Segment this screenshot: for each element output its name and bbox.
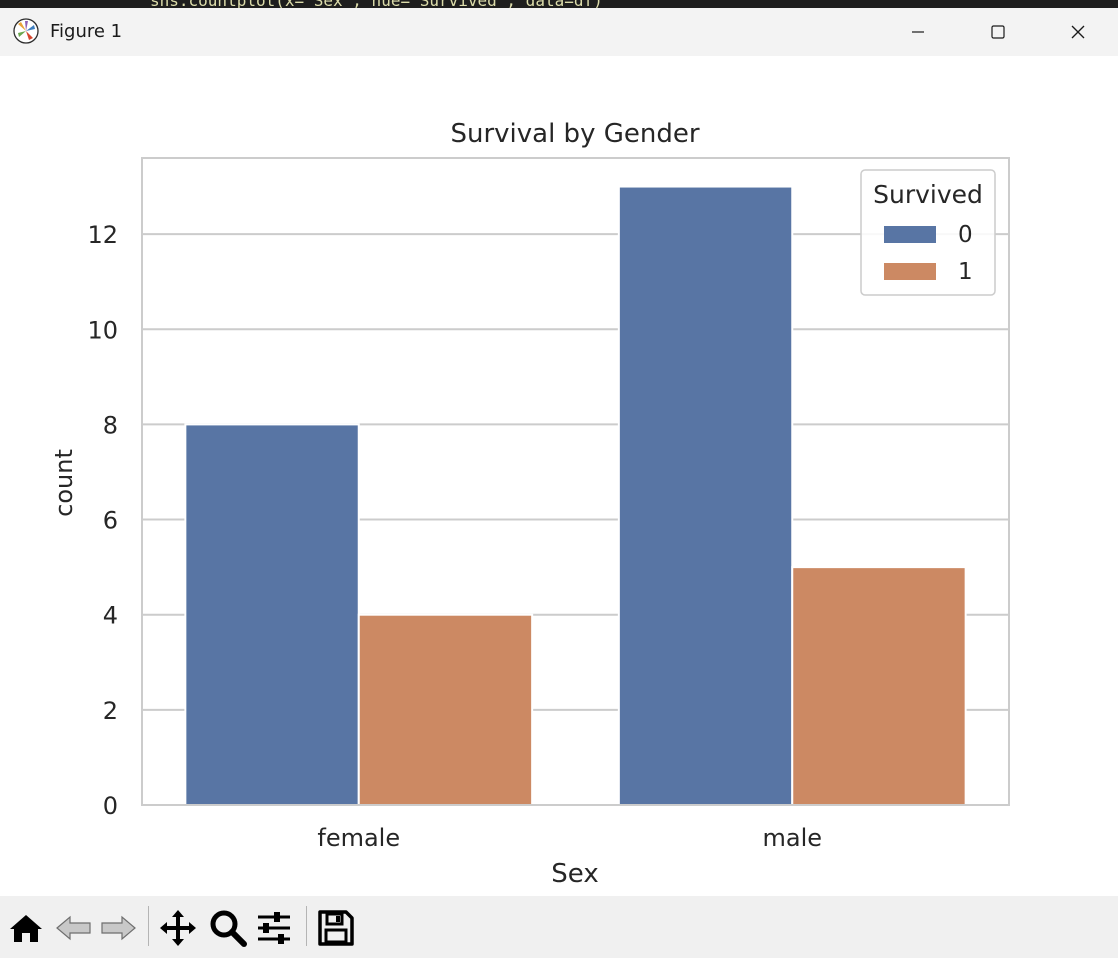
bar-female-survived-1 <box>357 613 534 806</box>
home-icon[interactable] <box>6 908 46 948</box>
x-axis-label: Sex <box>551 859 598 889</box>
legend-swatch <box>884 263 936 280</box>
y-tick-label: 10 <box>87 316 118 344</box>
configure-subplots-icon[interactable] <box>254 908 294 948</box>
title-bar[interactable]: Figure 1 <box>0 8 1118 56</box>
background-code-text: sns.countplot(x='Sex', hue='Survived', d… <box>150 0 603 8</box>
window-title: Figure 1 <box>50 21 123 42</box>
toolbar-separator <box>306 906 307 946</box>
minimize-button[interactable] <box>878 8 958 56</box>
pan-icon[interactable] <box>158 908 198 948</box>
toolbar-separator <box>148 906 149 946</box>
legend: Survived 0 1 <box>860 169 996 296</box>
zoom-icon[interactable] <box>208 908 248 948</box>
maximize-icon <box>991 25 1005 39</box>
y-axis-label: count <box>50 449 78 517</box>
navigation-toolbar <box>0 896 1118 958</box>
y-tick-label: 8 <box>103 411 118 439</box>
minimize-icon <box>912 31 924 33</box>
x-tick-label: male <box>762 824 822 852</box>
legend-swatch <box>884 226 936 243</box>
legend-entry-label: 1 <box>958 259 973 285</box>
figure-canvas[interactable]: Survival by Gender 0 2 4 6 8 10 12 female male … <box>0 56 1118 896</box>
matplotlib-logo-icon <box>13 18 39 44</box>
maximize-button[interactable] <box>958 8 1038 56</box>
save-icon[interactable] <box>316 908 356 948</box>
y-tick-label: 0 <box>103 792 118 820</box>
legend-title: Survived <box>873 180 983 209</box>
back-icon[interactable] <box>54 908 94 948</box>
close-icon <box>1071 25 1085 39</box>
legend-entry-label: 0 <box>958 222 973 248</box>
bar-male-survived-1 <box>791 566 967 806</box>
background-editor-strip: sns.countplot(x='Sex', hue='Survived', d… <box>0 0 1118 8</box>
bar-female-survived-0 <box>184 423 360 806</box>
y-tick-label: 12 <box>87 221 118 249</box>
y-tick-label: 6 <box>103 507 118 535</box>
x-tick-label: female <box>317 824 400 852</box>
y-tick-label: 2 <box>103 697 118 725</box>
y-tick-label: 4 <box>103 602 118 630</box>
chart-title: Survival by Gender <box>450 119 699 149</box>
plot-frame <box>141 157 1010 806</box>
forward-icon[interactable] <box>98 908 138 948</box>
bar-male-survived-0 <box>617 185 794 806</box>
close-button[interactable] <box>1038 8 1118 56</box>
